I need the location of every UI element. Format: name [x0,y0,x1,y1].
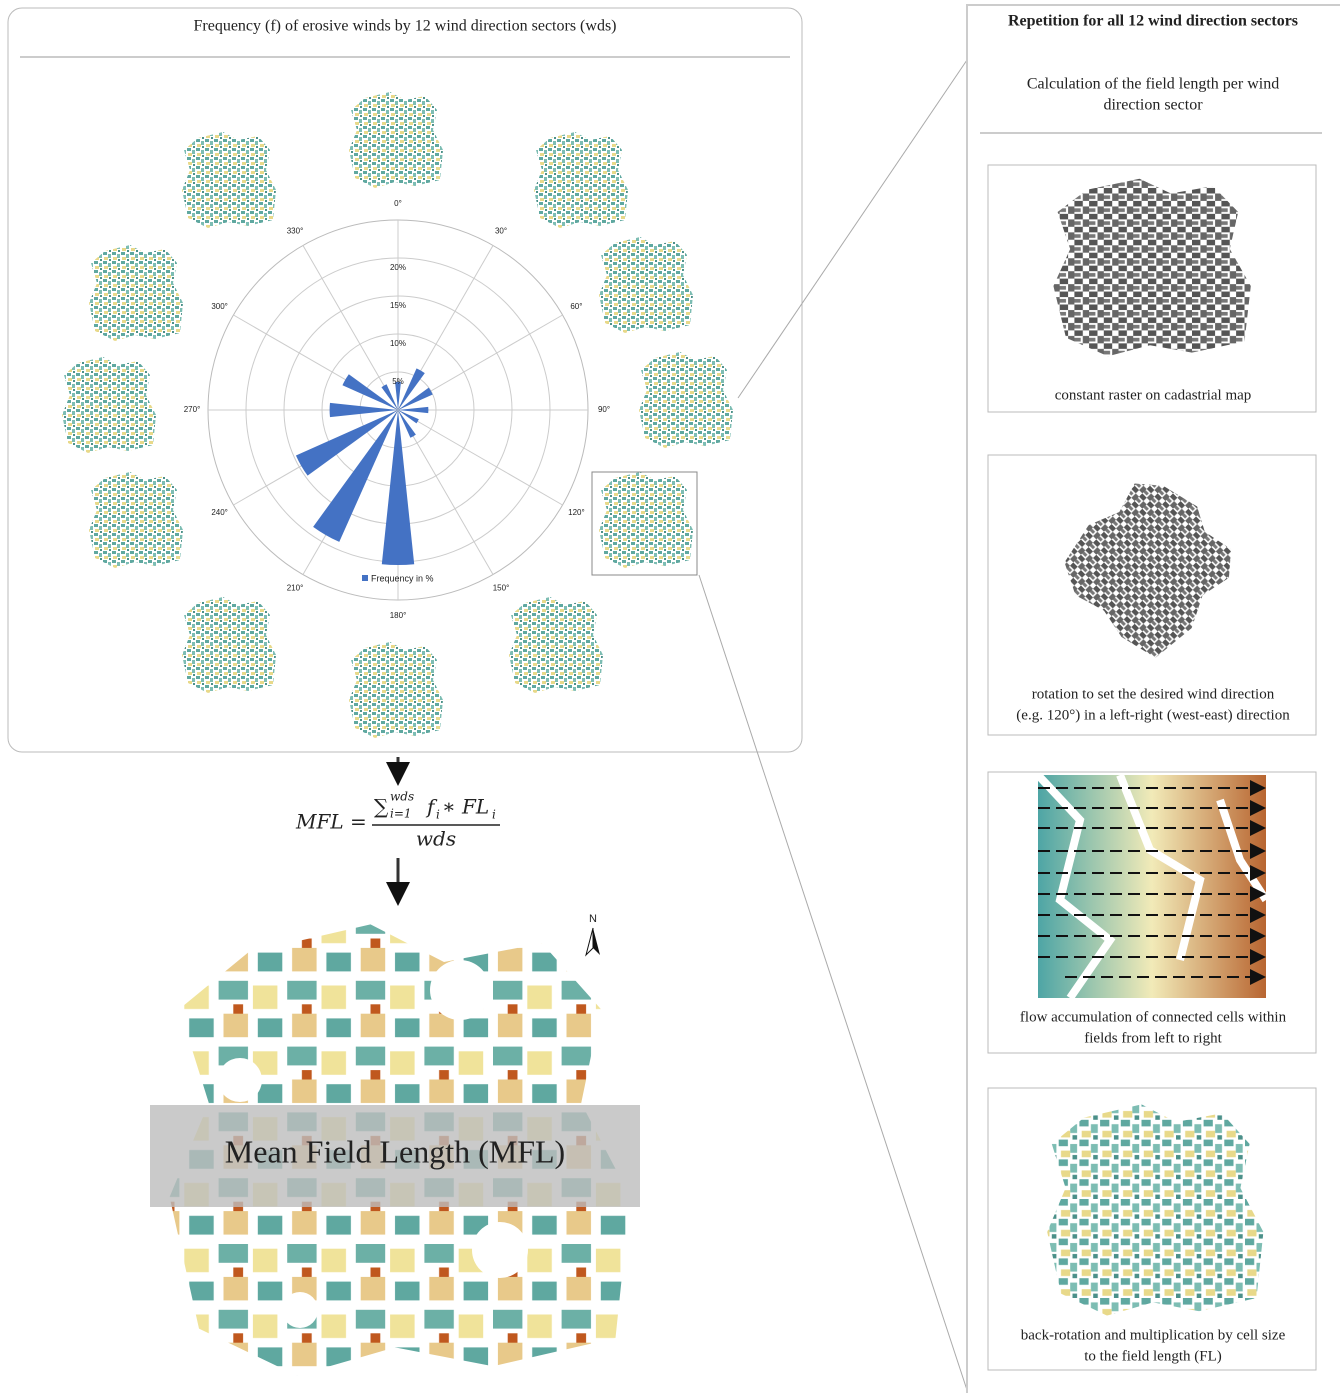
angle-label: 270° [184,405,201,414]
step-caption: back-rotation and multiplication by cell… [1021,1327,1286,1343]
formula: MFL = ∑ i=1 wds f i ∗ FL i wds [295,790,500,851]
step-caption: rotation to set the desired wind directi… [1032,686,1275,702]
bar [395,381,401,410]
step-caption: fields from left to right [1084,1030,1222,1046]
angle-label: 210° [287,584,304,593]
flow-panel [1035,772,1270,1001]
angle-label: 240° [211,508,228,517]
spoke [302,245,399,411]
map-gaps [218,960,528,1328]
angle-label: 120° [568,508,585,517]
bar [381,384,398,410]
step-map [1053,178,1251,357]
sector-map [639,352,733,448]
step-caption: (e.g. 120°) in a left-right (west-east) … [1016,707,1290,723]
angle-label: 330° [287,227,304,236]
legend-swatch [362,575,368,581]
left-title: Frequency (f) of erosive winds by 12 win… [193,18,616,35]
result-label: Mean Field Length (MFL) [225,1133,565,1169]
bar [295,410,398,476]
angle-label: 150° [493,584,510,593]
step-map [1047,1104,1264,1316]
angle-label: 30° [495,227,507,236]
step-box [987,454,1317,736]
formula-denominator: wds [416,827,456,851]
radial-tick-label: 20% [390,263,406,272]
angle-label: 180° [390,611,407,620]
sector-map [534,132,628,228]
right-title: Repetition for all 12 wind direction sec… [1008,13,1298,30]
steps: constant raster on cadastrial map rotatio… [987,164,1317,1371]
spoke [397,409,494,575]
north-label: N [589,913,597,925]
formula-f-index: i [436,808,440,822]
step-box [987,164,1317,413]
sector-map [89,245,183,341]
right-subtitle: direction sector [1103,97,1203,114]
formula-lower: i=1 [390,807,412,821]
bar [398,410,416,438]
right-panel [966,4,1340,1393]
bar [381,410,415,566]
formula-times: ∗ FL [442,795,489,819]
right-subtitle: Calculation of the field length per wind [1027,76,1279,93]
legend-label: Frequency in % [371,573,434,583]
sector-map [599,472,693,568]
bar [398,406,429,414]
step-box [987,771,1317,1054]
sector-map [509,597,603,693]
step-caption: constant raster on cadastrial map [1055,387,1252,403]
step-box [987,1087,1317,1371]
step-caption: to the field length (FL) [1084,1348,1221,1364]
formula-upper: wds [390,790,414,804]
bar [398,387,433,410]
north-arrow [585,927,594,957]
step-map [1046,461,1256,670]
bar [398,368,425,410]
wind-rose: 0° 30° 60° 90° 120° 150° 180° 210° 240° 270° 300° 3… [184,199,610,620]
spoke [397,409,563,506]
angle-label: 90° [598,405,610,414]
formula-lhs: MFL = [295,810,367,834]
bar [342,374,398,410]
highlight-box [591,471,698,576]
sector-map [182,597,276,693]
connector [698,574,968,1391]
formula-sum: ∑ [374,795,389,819]
north-arrow [593,928,600,955]
bar [398,410,419,424]
angle-label: 0° [394,199,402,208]
label-band [150,1105,640,1207]
angle-label: 60° [570,302,582,311]
bar [313,410,398,542]
sector-map [89,472,183,568]
sector-map [599,237,693,333]
left-panel [7,7,803,753]
formula-fl-index: i [492,808,496,822]
radial-tick-label: 10% [390,339,406,348]
sector-map [62,357,156,453]
angle-label: 300° [211,302,228,311]
connector [737,59,968,399]
sector-map [182,132,276,228]
bar [329,402,398,418]
step-caption: flow accumulation of connected cells wit… [1020,1009,1287,1025]
radial-tick-label: 15% [390,301,406,310]
radial-tick-label: 5% [392,377,404,386]
sector-map [349,642,443,738]
sector-map [349,92,443,188]
